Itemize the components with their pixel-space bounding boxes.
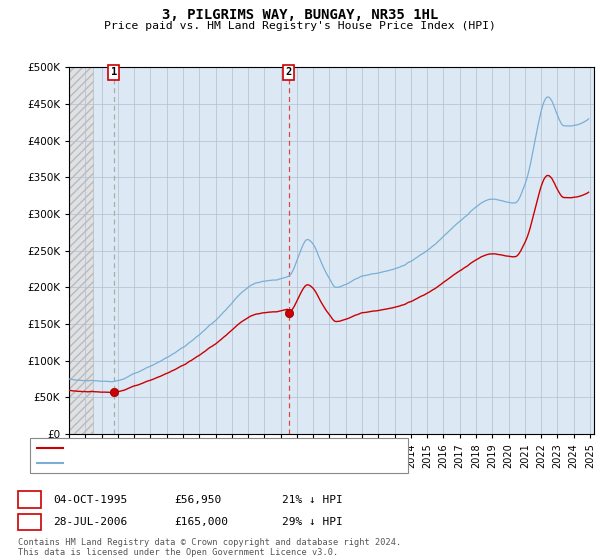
- Text: Contains HM Land Registry data © Crown copyright and database right 2024.
This d: Contains HM Land Registry data © Crown c…: [18, 538, 401, 557]
- Text: 04-OCT-1995: 04-OCT-1995: [53, 494, 127, 505]
- Text: 3, PILGRIMS WAY, BUNGAY, NR35 1HL (detached house): 3, PILGRIMS WAY, BUNGAY, NR35 1HL (detac…: [68, 443, 368, 453]
- Text: Price paid vs. HM Land Registry's House Price Index (HPI): Price paid vs. HM Land Registry's House …: [104, 21, 496, 31]
- Text: HPI: Average price, detached house, East Suffolk: HPI: Average price, detached house, East…: [68, 458, 356, 468]
- Bar: [69, 67, 94, 434]
- Text: 1: 1: [110, 67, 117, 77]
- Text: 2: 2: [26, 517, 33, 527]
- Text: 2: 2: [286, 67, 292, 77]
- Text: £56,950: £56,950: [174, 494, 221, 505]
- Text: 29% ↓ HPI: 29% ↓ HPI: [282, 517, 343, 527]
- Text: 1: 1: [26, 494, 33, 505]
- Text: 28-JUL-2006: 28-JUL-2006: [53, 517, 127, 527]
- Text: £165,000: £165,000: [174, 517, 228, 527]
- Text: 3, PILGRIMS WAY, BUNGAY, NR35 1HL: 3, PILGRIMS WAY, BUNGAY, NR35 1HL: [162, 8, 438, 22]
- Text: 21% ↓ HPI: 21% ↓ HPI: [282, 494, 343, 505]
